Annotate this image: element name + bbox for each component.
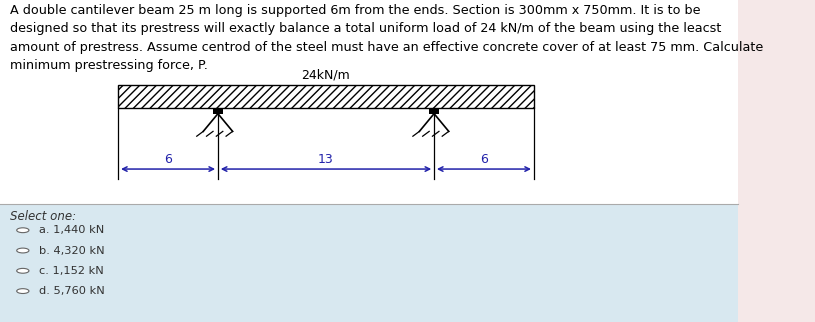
Text: b. 4,320 kN: b. 4,320 kN (39, 245, 105, 256)
Text: 24kN/m: 24kN/m (302, 69, 350, 81)
Text: a. 1,440 kN: a. 1,440 kN (39, 225, 104, 235)
Bar (0, 0, 815, 204)
Text: d. 5,760 kN: d. 5,760 kN (39, 286, 105, 296)
Text: A double cantilever beam 25 m long is supported 6m from the ends. Section is 300: A double cantilever beam 25 m long is su… (10, 4, 763, 72)
Bar (738, 0, 815, 322)
Text: 13: 13 (318, 154, 334, 166)
Text: 6: 6 (480, 154, 488, 166)
Text: c. 1,152 kN: c. 1,152 kN (39, 266, 104, 276)
Bar (430, 108, 439, 114)
Circle shape (16, 269, 29, 273)
Text: Select one:: Select one: (10, 210, 76, 223)
Bar (0, 204, 738, 322)
Circle shape (16, 248, 29, 253)
Bar (213, 108, 222, 114)
Bar (118, 85, 534, 108)
Circle shape (16, 228, 29, 232)
Text: 6: 6 (164, 154, 172, 166)
Circle shape (16, 289, 29, 294)
